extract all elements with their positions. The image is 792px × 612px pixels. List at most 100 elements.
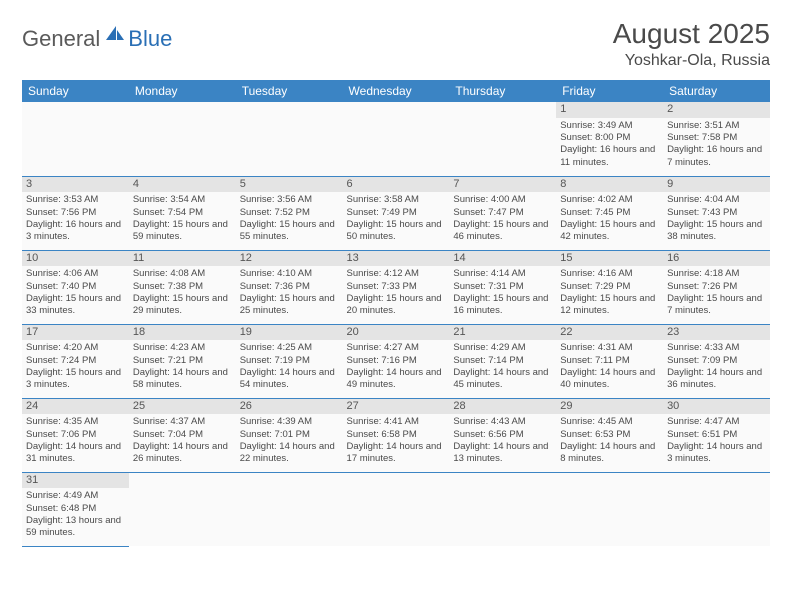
calendar-week-row: 10Sunrise: 4:06 AMSunset: 7:40 PMDayligh… bbox=[22, 250, 770, 324]
calendar-day-cell: 11Sunrise: 4:08 AMSunset: 7:38 PMDayligh… bbox=[129, 250, 236, 324]
calendar-week-row: 31Sunrise: 4:49 AMSunset: 6:48 PMDayligh… bbox=[22, 472, 770, 546]
calendar-day-cell: 7Sunrise: 4:00 AMSunset: 7:47 PMDaylight… bbox=[449, 176, 556, 250]
daylight-text: Daylight: 14 hours and 54 minutes. bbox=[240, 367, 339, 392]
sunset-text: Sunset: 7:26 PM bbox=[667, 281, 766, 293]
day-number: 14 bbox=[449, 251, 556, 267]
sunset-text: Sunset: 7:19 PM bbox=[240, 355, 339, 367]
day-info: Sunrise: 4:02 AMSunset: 7:45 PMDaylight:… bbox=[560, 194, 659, 243]
calendar-day-cell: 18Sunrise: 4:23 AMSunset: 7:21 PMDayligh… bbox=[129, 324, 236, 398]
location: Yoshkar-Ola, Russia bbox=[613, 52, 770, 70]
sunrise-text: Sunrise: 4:18 AM bbox=[667, 268, 766, 280]
day-info: Sunrise: 3:58 AMSunset: 7:49 PMDaylight:… bbox=[347, 194, 446, 243]
calendar-day-cell: 15Sunrise: 4:16 AMSunset: 7:29 PMDayligh… bbox=[556, 250, 663, 324]
calendar-day-cell: 25Sunrise: 4:37 AMSunset: 7:04 PMDayligh… bbox=[129, 398, 236, 472]
calendar-head: SundayMondayTuesdayWednesdayThursdayFrid… bbox=[22, 80, 770, 102]
sunset-text: Sunset: 7:06 PM bbox=[26, 429, 125, 441]
sunrise-text: Sunrise: 3:54 AM bbox=[133, 194, 232, 206]
sunset-text: Sunset: 7:38 PM bbox=[133, 281, 232, 293]
calendar-day-cell: 6Sunrise: 3:58 AMSunset: 7:49 PMDaylight… bbox=[343, 176, 450, 250]
calendar-day-cell: 22Sunrise: 4:31 AMSunset: 7:11 PMDayligh… bbox=[556, 324, 663, 398]
day-info: Sunrise: 4:16 AMSunset: 7:29 PMDaylight:… bbox=[560, 268, 659, 317]
sunset-text: Sunset: 6:51 PM bbox=[667, 429, 766, 441]
weekday-header: Friday bbox=[556, 80, 663, 102]
sunrise-text: Sunrise: 3:51 AM bbox=[667, 120, 766, 132]
day-number: 12 bbox=[236, 251, 343, 267]
daylight-text: Daylight: 15 hours and 42 minutes. bbox=[560, 219, 659, 244]
day-number: 24 bbox=[22, 399, 129, 415]
calendar-day-cell: 10Sunrise: 4:06 AMSunset: 7:40 PMDayligh… bbox=[22, 250, 129, 324]
sail-icon bbox=[104, 24, 126, 47]
sunset-text: Sunset: 8:00 PM bbox=[560, 132, 659, 144]
calendar-day-cell: 16Sunrise: 4:18 AMSunset: 7:26 PMDayligh… bbox=[663, 250, 770, 324]
daylight-text: Daylight: 15 hours and 55 minutes. bbox=[240, 219, 339, 244]
calendar-empty-cell bbox=[663, 472, 770, 546]
day-number: 19 bbox=[236, 325, 343, 341]
day-info: Sunrise: 4:49 AMSunset: 6:48 PMDaylight:… bbox=[26, 490, 125, 539]
day-number: 2 bbox=[663, 102, 770, 118]
day-info: Sunrise: 4:04 AMSunset: 7:43 PMDaylight:… bbox=[667, 194, 766, 243]
header: General Blue August 2025 Yoshkar-Ola, Ru… bbox=[22, 18, 770, 70]
day-info: Sunrise: 4:18 AMSunset: 7:26 PMDaylight:… bbox=[667, 268, 766, 317]
sunrise-text: Sunrise: 4:35 AM bbox=[26, 416, 125, 428]
calendar-week-row: 1Sunrise: 3:49 AMSunset: 8:00 PMDaylight… bbox=[22, 102, 770, 176]
calendar-week-row: 24Sunrise: 4:35 AMSunset: 7:06 PM Dayligh… bbox=[22, 398, 770, 472]
sunset-text: Sunset: 7:47 PM bbox=[453, 207, 552, 219]
sunrise-text: Sunrise: 4:31 AM bbox=[560, 342, 659, 354]
weekday-header: Wednesday bbox=[343, 80, 450, 102]
calendar-day-cell: 26Sunrise: 4:39 AMSunset: 7:01 PMDayligh… bbox=[236, 398, 343, 472]
calendar-day-cell: 20Sunrise: 4:27 AMSunset: 7:16 PMDayligh… bbox=[343, 324, 450, 398]
sunset-text: Sunset: 7:31 PM bbox=[453, 281, 552, 293]
day-info: Sunrise: 4:20 AMSunset: 7:24 PMDaylight:… bbox=[26, 342, 125, 391]
sunset-text: Sunset: 7:49 PM bbox=[347, 207, 446, 219]
day-number: 21 bbox=[449, 325, 556, 341]
day-info: Sunrise: 4:10 AMSunset: 7:36 PMDaylight:… bbox=[240, 268, 339, 317]
calendar-day-cell: 28Sunrise: 4:43 AMSunset: 6:56 PMDayligh… bbox=[449, 398, 556, 472]
day-number: 8 bbox=[556, 177, 663, 193]
day-number: 5 bbox=[236, 177, 343, 193]
sunset-text: Sunset: 6:48 PM bbox=[26, 503, 125, 515]
sunrise-text: Sunrise: 4:20 AM bbox=[26, 342, 125, 354]
daylight-text: Daylight: 16 hours and 11 minutes. bbox=[560, 144, 659, 169]
day-info: Sunrise: 3:54 AMSunset: 7:54 PMDaylight:… bbox=[133, 194, 232, 243]
sunset-text: Sunset: 7:33 PM bbox=[347, 281, 446, 293]
weekday-header: Thursday bbox=[449, 80, 556, 102]
sunrise-text: Sunrise: 4:47 AM bbox=[667, 416, 766, 428]
sunrise-text: Sunrise: 3:58 AM bbox=[347, 194, 446, 206]
sunrise-text: Sunrise: 3:53 AM bbox=[26, 194, 125, 206]
weekday-row: SundayMondayTuesdayWednesdayThursdayFrid… bbox=[22, 80, 770, 102]
day-number: 13 bbox=[343, 251, 450, 267]
day-number: 29 bbox=[556, 399, 663, 415]
calendar-empty-cell bbox=[236, 472, 343, 546]
calendar-day-cell: 30Sunrise: 4:47 AMSunset: 6:51 PMDayligh… bbox=[663, 398, 770, 472]
daylight-text: Daylight: 15 hours and 50 minutes. bbox=[347, 219, 446, 244]
calendar-empty-cell bbox=[449, 102, 556, 176]
calendar-empty-cell bbox=[556, 472, 663, 546]
sunset-text: Sunset: 7:54 PM bbox=[133, 207, 232, 219]
sunrise-text: Sunrise: 4:08 AM bbox=[133, 268, 232, 280]
daylight-text: Daylight: 14 hours and 3 minutes. bbox=[667, 441, 766, 466]
calendar-table: SundayMondayTuesdayWednesdayThursdayFrid… bbox=[22, 80, 770, 547]
sunset-text: Sunset: 7:16 PM bbox=[347, 355, 446, 367]
sunset-text: Sunset: 6:56 PM bbox=[453, 429, 552, 441]
sunrise-text: Sunrise: 4:37 AM bbox=[133, 416, 232, 428]
sunrise-text: Sunrise: 4:41 AM bbox=[347, 416, 446, 428]
day-number: 23 bbox=[663, 325, 770, 341]
sunrise-text: Sunrise: 4:25 AM bbox=[240, 342, 339, 354]
daylight-text: Daylight: 14 hours and 22 minutes. bbox=[240, 441, 339, 466]
day-info: Sunrise: 4:43 AMSunset: 6:56 PMDaylight:… bbox=[453, 416, 552, 465]
day-number: 28 bbox=[449, 399, 556, 415]
calendar-day-cell: 17Sunrise: 4:20 AMSunset: 7:24 PMDayligh… bbox=[22, 324, 129, 398]
calendar-day-cell: 2 Sunrise: 3:51 AMSunset: 7:58 PMDaylight… bbox=[663, 102, 770, 176]
calendar-day-cell: 14Sunrise: 4:14 AMSunset: 7:31 PMDayligh… bbox=[449, 250, 556, 324]
weekday-header: Sunday bbox=[22, 80, 129, 102]
sunrise-text: Sunrise: 4:23 AM bbox=[133, 342, 232, 354]
daylight-text: Daylight: 16 hours and 3 minutes. bbox=[26, 219, 125, 244]
sunset-text: Sunset: 7:56 PM bbox=[26, 207, 125, 219]
calendar-body: 1Sunrise: 3:49 AMSunset: 8:00 PMDaylight… bbox=[22, 102, 770, 546]
daylight-text: Daylight: 14 hours and 36 minutes. bbox=[667, 367, 766, 392]
calendar-empty-cell bbox=[236, 102, 343, 176]
day-info: Sunrise: 4:27 AMSunset: 7:16 PMDaylight:… bbox=[347, 342, 446, 391]
day-info: Sunrise: 3:51 AMSunset: 7:58 PMDaylight:… bbox=[667, 120, 766, 169]
weekday-header: Monday bbox=[129, 80, 236, 102]
sunset-text: Sunset: 7:43 PM bbox=[667, 207, 766, 219]
